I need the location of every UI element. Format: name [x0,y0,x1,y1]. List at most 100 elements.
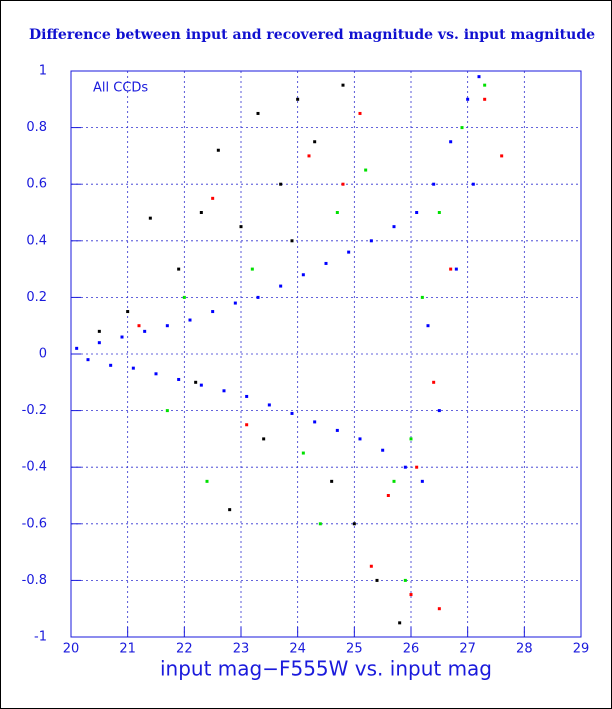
point [500,154,504,158]
y-tick-label: 0 [39,347,47,362]
point [415,465,419,469]
point [216,148,220,152]
point [454,267,458,271]
x-tick-label: 22 [176,642,193,657]
point [301,273,305,277]
point [437,211,441,214]
y-tick-label: 0.2 [26,290,47,305]
point [182,295,186,299]
point [381,448,385,452]
point [137,324,141,328]
point [205,479,209,483]
point [290,411,294,415]
point [437,607,441,611]
plot-frame [70,70,582,638]
point [358,111,362,115]
point [449,140,453,144]
point [188,318,192,322]
point [477,75,481,79]
point [352,522,356,526]
point [290,239,294,243]
point [245,423,249,427]
point [245,394,249,398]
point [301,451,305,455]
point [386,494,390,497]
y-tick-label: -1 [34,630,47,645]
x-axis-label: input mag−F555W vs. input mag [160,657,492,681]
point [279,284,283,288]
y-tick-label: -0.8 [22,573,47,588]
point [262,437,266,441]
point [279,182,283,186]
point [97,341,101,345]
point [432,182,436,186]
point [222,389,226,393]
point [126,310,130,314]
points [75,75,504,625]
point [466,97,470,101]
chart-title: Difference between input and recovered m… [29,27,595,43]
point [483,83,487,87]
point [177,377,181,381]
point [324,261,328,265]
point [392,479,396,483]
point [256,111,260,115]
point [307,154,311,158]
point [330,479,334,483]
x-tick-label: 21 [119,642,136,657]
y-tick-label: -0.2 [22,403,47,418]
x-tick-label: 29 [573,642,590,657]
point [415,211,419,214]
point [131,366,135,370]
point [369,564,373,568]
x-tick-label: 23 [233,642,250,657]
point [392,225,396,229]
point [120,335,124,339]
y-tick-label: -0.4 [22,460,47,475]
y-tick-label: -0.6 [22,516,47,531]
point [211,310,215,314]
point [335,211,339,214]
point [199,211,203,214]
x-tick-label: 25 [346,642,363,657]
point [165,409,169,413]
point [256,295,260,299]
point [165,324,169,328]
point [420,479,424,483]
point [483,97,487,101]
point [420,295,424,299]
point [318,522,322,526]
point [267,403,271,407]
point [75,346,79,350]
point [154,372,158,376]
point [296,97,300,101]
annotation: All CCDs [93,81,148,96]
point [86,358,90,362]
point [358,437,362,441]
point [313,420,317,424]
point [403,578,407,582]
point [403,465,407,469]
x-tick-label: 27 [459,642,476,657]
point [199,383,203,387]
point [233,301,237,305]
y-tick-label: 1 [39,64,47,79]
x-tick-label: 20 [63,642,80,657]
point [398,621,402,625]
point [228,508,232,512]
point [347,250,351,254]
point [341,182,345,186]
point [341,83,345,87]
point [177,267,181,271]
point [313,140,317,144]
point [194,380,198,384]
point [375,578,379,582]
point [97,329,101,333]
point [409,593,413,597]
point [432,380,436,384]
y-tick-label: 0.4 [26,233,47,248]
point [211,196,215,200]
point [426,324,430,328]
